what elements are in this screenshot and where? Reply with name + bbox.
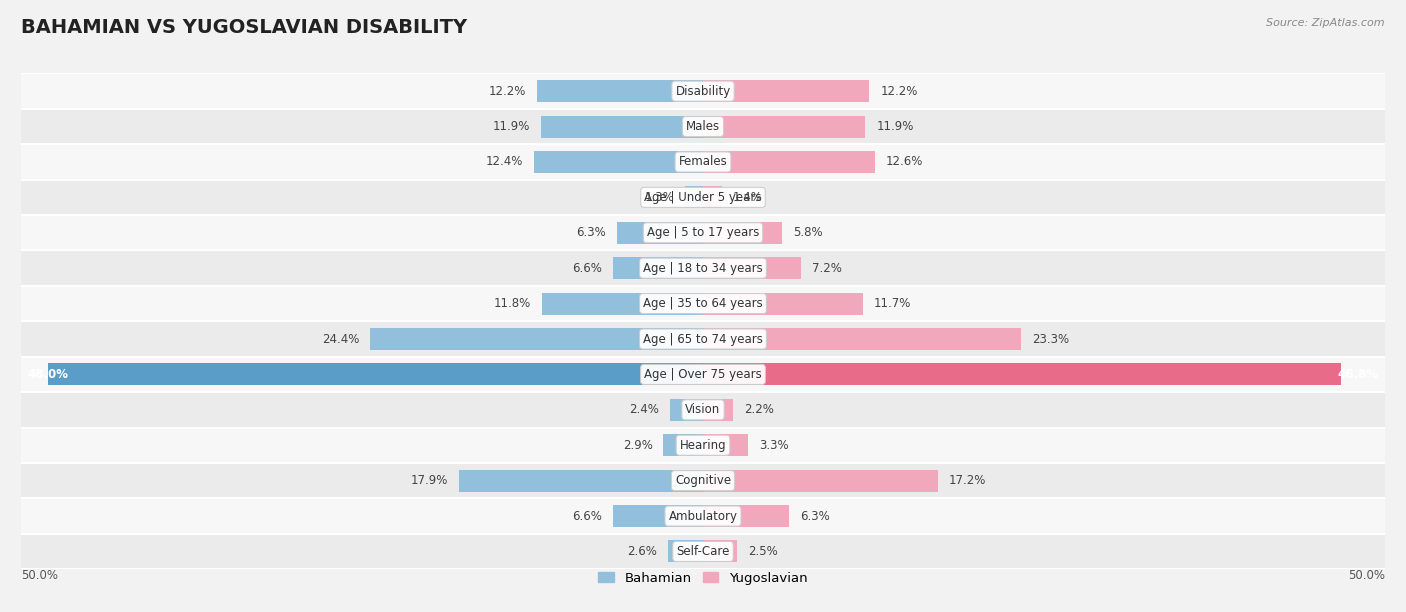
Bar [21,534,1385,569]
Text: 12.4%: 12.4% [485,155,523,168]
Bar [21,498,1385,534]
Bar [534,151,703,173]
Text: Age | 5 to 17 years: Age | 5 to 17 years [647,226,759,239]
Bar [21,463,1385,498]
Bar [703,116,865,138]
Bar [21,144,1385,180]
Text: Age | 18 to 34 years: Age | 18 to 34 years [643,262,763,275]
Bar [21,357,1385,392]
Bar [21,180,1385,215]
Bar [703,540,737,562]
Text: 12.6%: 12.6% [886,155,924,168]
Text: Vision: Vision [685,403,721,416]
Bar [21,392,1385,428]
Bar [21,109,1385,144]
Text: 11.9%: 11.9% [876,120,914,133]
Bar [613,505,703,527]
Bar [543,293,703,315]
Text: 2.5%: 2.5% [748,545,778,558]
Bar [48,364,703,386]
Bar [613,257,703,279]
Text: Disability: Disability [675,84,731,98]
Text: Self-Care: Self-Care [676,545,730,558]
Text: 5.8%: 5.8% [793,226,823,239]
Bar [21,321,1385,357]
Bar [703,80,869,102]
Text: Source: ZipAtlas.com: Source: ZipAtlas.com [1267,18,1385,28]
Text: 2.4%: 2.4% [630,403,659,416]
Bar [671,399,703,421]
Bar [703,364,1341,386]
Legend: Bahamian, Yugoslavian: Bahamian, Yugoslavian [593,566,813,590]
Bar [21,286,1385,321]
Bar [537,80,703,102]
Text: 23.3%: 23.3% [1032,332,1069,346]
Text: 2.2%: 2.2% [744,403,773,416]
Text: 11.8%: 11.8% [494,297,531,310]
Text: 6.3%: 6.3% [800,510,830,523]
Bar [703,328,1021,350]
Text: 3.3%: 3.3% [759,439,789,452]
Text: 6.6%: 6.6% [572,262,602,275]
Bar [21,428,1385,463]
Text: Age | Under 5 years: Age | Under 5 years [644,191,762,204]
Text: Age | 65 to 74 years: Age | 65 to 74 years [643,332,763,346]
Bar [541,116,703,138]
Text: Cognitive: Cognitive [675,474,731,487]
Text: 6.6%: 6.6% [572,510,602,523]
Text: 6.3%: 6.3% [576,226,606,239]
Text: 24.4%: 24.4% [322,332,360,346]
Text: 2.6%: 2.6% [627,545,657,558]
Text: Age | Over 75 years: Age | Over 75 years [644,368,762,381]
Bar [703,505,789,527]
Bar [21,73,1385,109]
Text: 48.0%: 48.0% [28,368,69,381]
Bar [703,222,782,244]
Bar [664,435,703,456]
Bar [685,187,703,208]
Text: 46.8%: 46.8% [1337,368,1378,381]
Text: 7.2%: 7.2% [813,262,842,275]
Bar [370,328,703,350]
Text: Males: Males [686,120,720,133]
Bar [703,187,723,208]
Bar [703,469,938,491]
Text: 1.3%: 1.3% [644,191,675,204]
Bar [617,222,703,244]
Text: 17.2%: 17.2% [949,474,986,487]
Text: 12.2%: 12.2% [488,84,526,98]
Bar [21,215,1385,250]
Bar [703,257,801,279]
Text: Ambulatory: Ambulatory [668,510,738,523]
Text: 2.9%: 2.9% [623,439,652,452]
Text: 50.0%: 50.0% [21,569,58,582]
Text: 12.2%: 12.2% [880,84,918,98]
Text: Females: Females [679,155,727,168]
Text: 17.9%: 17.9% [411,474,449,487]
Bar [703,151,875,173]
Text: 11.9%: 11.9% [492,120,530,133]
Bar [21,250,1385,286]
Text: Age | 35 to 64 years: Age | 35 to 64 years [643,297,763,310]
Bar [703,435,748,456]
Text: Hearing: Hearing [679,439,727,452]
Bar [703,293,862,315]
Text: BAHAMIAN VS YUGOSLAVIAN DISABILITY: BAHAMIAN VS YUGOSLAVIAN DISABILITY [21,18,467,37]
Bar [668,540,703,562]
Text: 50.0%: 50.0% [1348,569,1385,582]
Bar [703,399,733,421]
Bar [458,469,703,491]
Text: 1.4%: 1.4% [733,191,763,204]
Text: 11.7%: 11.7% [873,297,911,310]
